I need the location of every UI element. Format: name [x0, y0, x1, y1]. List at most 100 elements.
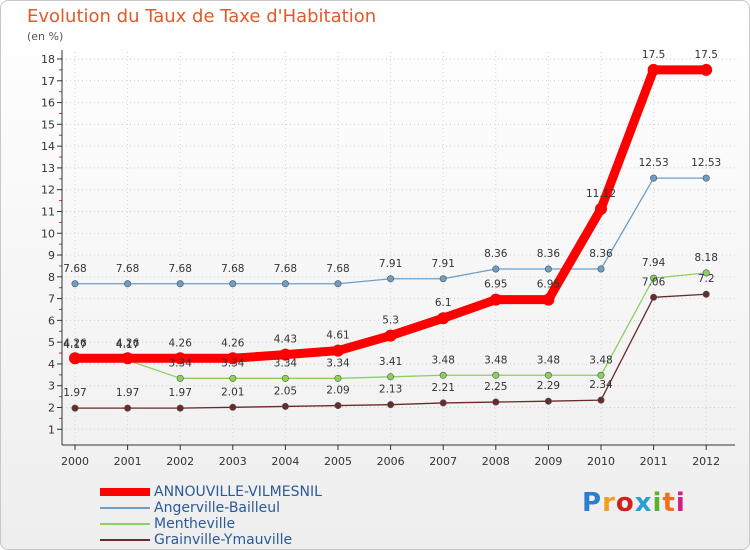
data-label: 4.17 — [116, 339, 139, 351]
data-point — [650, 293, 658, 301]
series-layer — [69, 63, 713, 412]
data-point — [334, 402, 342, 410]
data-point — [176, 280, 184, 288]
data-label: 4.17 — [63, 339, 86, 351]
data-label: 7.68 — [274, 263, 297, 275]
data-label: 3.34 — [274, 357, 298, 369]
data-label: 6.95 — [484, 279, 507, 291]
data-point — [174, 352, 187, 365]
data-label: 7.68 — [221, 263, 244, 275]
legend-item-angerville: Angerville-Bailleul — [100, 500, 322, 516]
x-tick-label: 2005 — [324, 455, 352, 468]
data-point — [595, 202, 607, 215]
data-label: 1.97 — [63, 387, 86, 399]
data-point — [650, 174, 658, 182]
data-label: 8.18 — [695, 252, 718, 264]
y-tick-label: 2 — [48, 402, 55, 415]
x-tick-label: 2008 — [482, 455, 510, 468]
data-label: 7.2 — [698, 273, 715, 285]
data-point — [597, 371, 605, 379]
data-point — [387, 373, 395, 381]
x-tick-label: 2012 — [692, 455, 720, 468]
y-tick-label: 17 — [41, 75, 55, 88]
chart-subtitle: (en %) — [27, 30, 64, 43]
legend-label: Mentheville — [154, 516, 236, 532]
grid — [62, 52, 735, 445]
data-label: 4.61 — [326, 330, 349, 342]
data-label: 12.53 — [639, 157, 669, 169]
data-point — [542, 293, 555, 306]
x-tick-label: 2010 — [587, 455, 615, 468]
data-point — [439, 275, 447, 283]
data-label: 3.48 — [432, 354, 455, 366]
legend-item-grainville: Grainville-Ymauville — [100, 532, 322, 548]
data-point — [121, 352, 134, 365]
logo-letter: i — [675, 488, 686, 518]
data-label: 2.25 — [484, 381, 507, 393]
data-point — [176, 374, 184, 382]
data-point — [281, 280, 289, 288]
data-label: 3.48 — [537, 354, 560, 366]
data-point — [597, 396, 605, 404]
data-point — [176, 404, 184, 412]
y-tick-label: 9 — [48, 249, 55, 262]
data-label: 2.29 — [537, 380, 560, 392]
data-point — [439, 399, 447, 407]
data-label: 4.26 — [221, 337, 245, 349]
data-label: 2.13 — [379, 384, 402, 396]
data-point — [702, 290, 710, 298]
legend-label: Angerville-Bailleul — [154, 500, 281, 516]
x-tick-label: 2003 — [219, 455, 247, 468]
data-label: 2.21 — [432, 382, 455, 394]
data-label: 17.5 — [695, 49, 718, 61]
labels-layer: 1.97 1.97 1.97 2.01 2.05 2.09 2.13 2.21 2.25 2.29… — [63, 49, 721, 399]
legend-label: Grainville-Ymauville — [154, 532, 293, 548]
x-tick-label: 2007 — [429, 455, 457, 468]
x-tick-label: 2000 — [61, 455, 89, 468]
data-label: 2.01 — [221, 386, 244, 398]
data-point — [700, 63, 713, 76]
data-point — [544, 397, 552, 405]
data-point — [334, 280, 342, 288]
data-point — [387, 275, 395, 283]
x-tick-label: 2002 — [166, 455, 194, 468]
data-label: 3.34 — [326, 357, 350, 369]
x-tick-label: 2006 — [377, 455, 405, 468]
data-point — [124, 280, 132, 288]
x-tick-label: 2004 — [271, 455, 299, 468]
data-point — [384, 329, 397, 342]
data-point — [281, 374, 289, 382]
logo-letter: t — [662, 488, 676, 518]
data-label: 5.3 — [382, 315, 399, 327]
data-label: 1.97 — [169, 387, 192, 399]
y-tick-label: 4 — [48, 358, 55, 371]
data-label: 3.48 — [484, 354, 507, 366]
data-point — [702, 174, 710, 182]
data-point — [279, 348, 292, 361]
data-point — [489, 293, 502, 306]
data-point — [492, 398, 500, 406]
y-tick-label: 5 — [48, 336, 55, 349]
data-label: 17.5 — [642, 49, 665, 61]
data-label: 6.95 — [537, 279, 560, 291]
data-point — [492, 265, 500, 273]
logo-letter: r — [602, 488, 616, 518]
data-point — [647, 63, 660, 76]
data-point — [334, 374, 342, 382]
data-point — [650, 274, 658, 282]
proxiti-logo: Proxiti — [582, 488, 686, 518]
logo-letter: i — [652, 488, 663, 518]
logo-letter: x — [634, 488, 653, 518]
x-tick-label: 2001 — [114, 455, 142, 468]
data-point — [439, 371, 447, 379]
data-label: 2.09 — [326, 385, 349, 397]
data-point — [332, 344, 344, 357]
data-point — [437, 312, 450, 325]
data-label: 4.26 — [63, 337, 87, 349]
data-label: 7.94 — [642, 257, 666, 269]
data-label: 1.97 — [116, 387, 139, 399]
data-point — [69, 352, 81, 365]
data-point — [229, 403, 237, 411]
data-point — [597, 265, 605, 273]
